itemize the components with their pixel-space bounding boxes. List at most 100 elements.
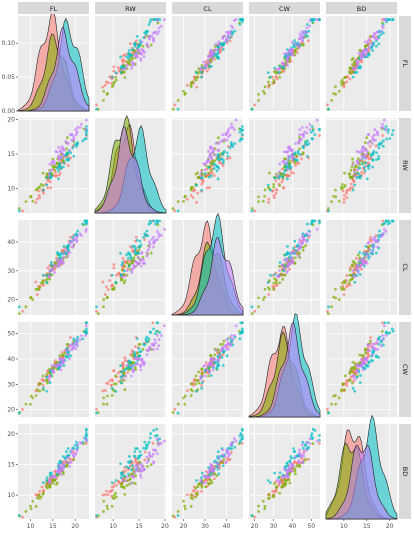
scatter-point xyxy=(62,161,66,165)
scatter-point xyxy=(38,389,42,393)
row-strip xyxy=(399,424,411,519)
scatter-point xyxy=(183,504,187,508)
scatter-point xyxy=(120,64,124,68)
scatter-point xyxy=(376,37,380,40)
scatter-point xyxy=(240,20,244,24)
scatter-point xyxy=(119,251,122,255)
scatter-point xyxy=(129,361,133,365)
scatter-point xyxy=(84,327,88,331)
scatter-point xyxy=(368,45,372,49)
scatter-point xyxy=(213,44,217,48)
scatter-point xyxy=(257,98,260,102)
scatter-point xyxy=(372,245,376,249)
scatter-point xyxy=(196,171,200,175)
scatter-point xyxy=(48,170,52,174)
scatter-point xyxy=(373,238,377,241)
scatter-point xyxy=(263,85,267,89)
scatter-point xyxy=(368,145,372,148)
scatter-point xyxy=(358,256,362,260)
x-tick-label: 15 xyxy=(49,523,57,530)
scatter-point xyxy=(342,185,346,189)
scatter-point xyxy=(219,152,222,156)
scatter-point xyxy=(269,75,272,79)
scatter-point xyxy=(272,287,276,291)
scatter-point xyxy=(217,472,221,476)
scatter-point xyxy=(216,450,220,454)
scatter-point xyxy=(226,341,230,345)
scatter-point xyxy=(183,402,187,406)
scatter-point xyxy=(29,507,33,511)
scatter-point xyxy=(155,32,159,36)
x-tick-label: 20 xyxy=(161,523,169,530)
scatter-point xyxy=(366,39,370,43)
panel-CL-BD xyxy=(325,219,397,316)
scatter-point xyxy=(84,324,88,328)
scatter-point xyxy=(216,467,220,471)
scatter-point xyxy=(185,389,189,392)
scatter-point xyxy=(281,483,285,486)
scatter-point xyxy=(153,332,157,336)
scatter-point xyxy=(42,481,45,485)
scatter-point xyxy=(171,107,175,111)
scatter-point xyxy=(58,255,62,259)
scatter-point xyxy=(120,268,124,272)
scatter-point xyxy=(126,267,130,271)
scatter-point xyxy=(281,277,285,281)
scatter-point xyxy=(220,355,224,359)
scatter-point xyxy=(217,363,221,367)
scatter-point xyxy=(106,507,109,511)
scatter-point xyxy=(137,347,141,350)
scatter-point xyxy=(29,402,32,406)
scatter-point xyxy=(70,240,74,244)
scatter-point xyxy=(114,495,118,499)
scatter-point xyxy=(57,366,61,369)
scatter-point xyxy=(250,514,254,517)
scatter-point xyxy=(382,227,386,231)
scatter-point xyxy=(370,42,374,46)
scatter-point xyxy=(123,279,127,283)
scatter-point xyxy=(379,235,383,238)
scatter-point xyxy=(135,465,139,468)
scatter-point xyxy=(360,267,363,271)
scatter-point xyxy=(52,160,56,164)
scatter-point xyxy=(288,255,291,259)
scatter-point xyxy=(286,177,289,181)
scatter-point xyxy=(209,55,213,59)
scatter-point xyxy=(376,347,380,351)
scatter-point xyxy=(147,248,150,251)
scatter-point xyxy=(343,184,347,187)
scatter-point xyxy=(122,281,126,285)
scatter-point xyxy=(209,354,212,357)
scatter-point xyxy=(295,50,299,54)
scatter-point xyxy=(157,26,161,30)
scatter-point xyxy=(298,133,301,137)
scatter-point xyxy=(226,130,230,134)
scatter-point xyxy=(213,357,217,361)
scatter-point xyxy=(34,188,38,192)
scatter-point xyxy=(223,137,227,141)
scatter-point xyxy=(190,81,193,85)
scatter-point xyxy=(45,183,49,187)
scatter-point xyxy=(351,175,354,179)
scatter-point xyxy=(139,469,142,473)
scatter-point xyxy=(278,479,281,483)
scatter-point xyxy=(124,274,128,278)
scatter-point xyxy=(53,478,57,482)
scatter-point xyxy=(158,219,162,223)
scatter-point xyxy=(211,150,215,154)
scatter-point xyxy=(290,251,294,254)
scatter-point xyxy=(147,459,150,462)
scatter-point xyxy=(156,21,160,25)
scatter-point xyxy=(225,354,229,358)
scatter-point xyxy=(353,280,357,284)
row-strip xyxy=(399,16,411,111)
scatter-point xyxy=(134,460,137,464)
scatter-point xyxy=(57,173,61,177)
scatter-point xyxy=(102,298,106,301)
scatter-point xyxy=(371,359,375,363)
scatter-point xyxy=(130,364,134,368)
scatter-point xyxy=(371,135,375,139)
scatter-point xyxy=(117,379,121,383)
scatter-point xyxy=(185,197,189,201)
scatter-point xyxy=(369,244,372,248)
